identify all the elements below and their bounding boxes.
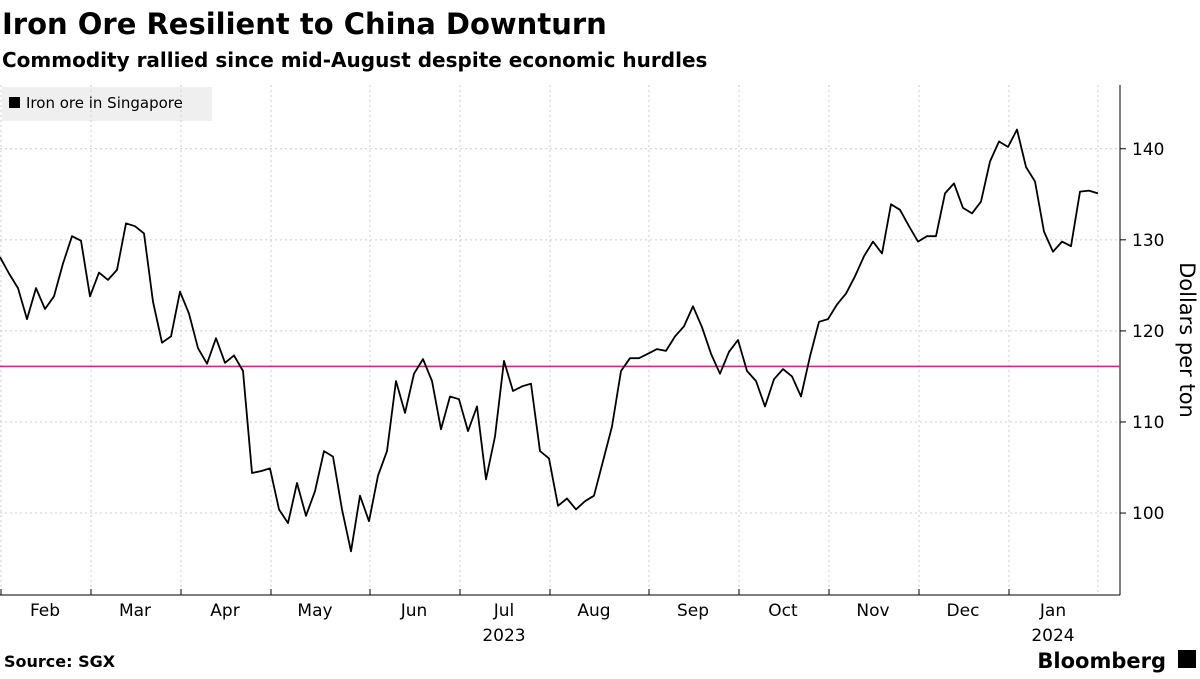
x-tick-label: Jul [493,601,515,621]
x-tick-label: Mar [119,601,151,621]
x-tick-label: Feb [30,601,60,621]
brand: Bloomberg [1037,649,1166,673]
year-label: 2023 [482,626,525,646]
x-tick-label: Jan [1039,601,1066,621]
year-label: 2024 [1031,626,1074,646]
y-axis-label: Dollars per ton [1175,262,1199,418]
legend-swatch [9,97,20,108]
line-series [0,128,1099,553]
y-tick-label: 120 [1132,322,1164,342]
brand-icon [1178,650,1196,668]
x-tick-label: Sep [677,601,709,621]
chart-title: Iron Ore Resilient to China Downturn [2,7,607,41]
y-tick-label: 100 [1132,504,1164,524]
y-tick-label: 110 [1132,413,1164,433]
x-tick-label: Apr [210,601,239,621]
legend-box [2,87,212,121]
x-tick-label: Oct [768,601,798,621]
y-tick-label: 140 [1132,140,1164,160]
source: Source: SGX [4,652,116,671]
y-tick-label: 130 [1132,231,1164,251]
x-tick-label: Aug [577,601,610,621]
legend-label: Iron ore in Singapore [26,94,183,112]
x-tick-label: Dec [947,601,980,621]
x-tick-label: Jun [400,601,428,621]
x-tick-label: Nov [856,601,889,621]
chart-subtitle: Commodity rallied since mid-August despi… [2,48,707,72]
x-tick-label: May [297,601,332,621]
